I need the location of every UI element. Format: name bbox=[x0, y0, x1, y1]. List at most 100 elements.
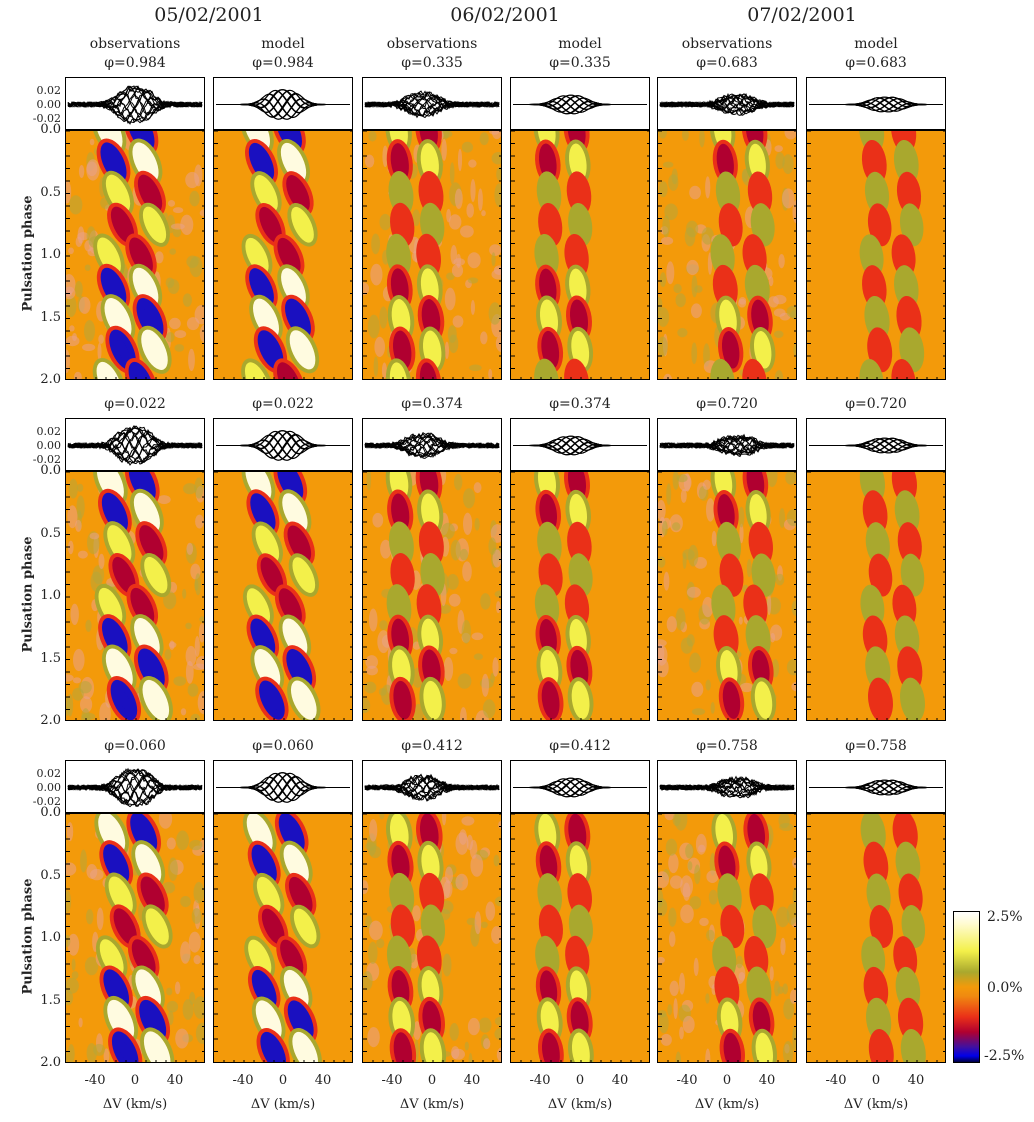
pulsation-feature bbox=[720, 525, 738, 562]
pulsation-feature bbox=[568, 143, 587, 182]
profile-tick-label: -0.02 bbox=[32, 112, 61, 125]
feature-core bbox=[139, 277, 152, 298]
noise-blob bbox=[199, 324, 204, 343]
noise-blob bbox=[444, 287, 456, 311]
pulsation-feature bbox=[904, 557, 921, 593]
pulsation-feature bbox=[422, 525, 440, 563]
line-profile-panel bbox=[806, 418, 946, 471]
x-axis-label: ΔV (km/s) bbox=[399, 1097, 465, 1112]
pulsation-feature bbox=[391, 493, 410, 532]
pulsation-feature bbox=[145, 908, 169, 945]
line-profile-panel bbox=[657, 77, 797, 130]
pulsation-feature bbox=[719, 299, 737, 338]
profile-tick-label: -0.02 bbox=[32, 453, 61, 466]
noise-blob bbox=[78, 296, 91, 314]
y-tick-label: 1.5 bbox=[40, 992, 61, 1008]
noise-blob bbox=[449, 1023, 459, 1041]
line-profile-panel bbox=[510, 418, 650, 471]
profile-curve bbox=[67, 769, 203, 799]
noise-blob bbox=[662, 215, 670, 238]
pulsation-feature bbox=[571, 877, 589, 914]
colorbar bbox=[953, 911, 980, 1063]
pulsation-feature bbox=[569, 845, 588, 883]
noise-blob bbox=[168, 857, 178, 881]
pulsation-feature bbox=[747, 814, 766, 852]
pulsation-feature bbox=[715, 588, 732, 625]
noise-blob bbox=[705, 993, 710, 1004]
noise-blob bbox=[368, 608, 378, 632]
noise-blob bbox=[493, 265, 501, 275]
pulsation-feature bbox=[871, 681, 890, 719]
residual-heatmap bbox=[510, 471, 650, 721]
feature-core bbox=[107, 277, 120, 298]
noise-blob bbox=[72, 333, 77, 341]
noise-blob bbox=[782, 1041, 794, 1062]
feature-core bbox=[291, 308, 305, 329]
noise-blob bbox=[689, 185, 701, 200]
noise-blob bbox=[451, 1046, 460, 1059]
residual-heatmap bbox=[213, 130, 353, 380]
pulsation-feature bbox=[749, 494, 767, 532]
line-profile-panel bbox=[510, 760, 650, 813]
pulsation-feature bbox=[746, 472, 765, 501]
pulsation-feature bbox=[872, 557, 889, 593]
pulsation-feature bbox=[419, 362, 438, 379]
noise-blob bbox=[666, 483, 672, 505]
noise-blob bbox=[791, 682, 796, 692]
pulsation-feature bbox=[568, 362, 586, 379]
noise-blob bbox=[364, 681, 377, 694]
noise-blob bbox=[480, 331, 488, 345]
noise-blob bbox=[447, 325, 457, 343]
noise-blob bbox=[658, 307, 670, 327]
pulsation-feature bbox=[541, 877, 559, 914]
pulsation-feature bbox=[904, 1033, 922, 1062]
residual-heatmap bbox=[510, 130, 650, 380]
noise-blob bbox=[668, 174, 679, 191]
noise-blob bbox=[441, 138, 447, 161]
noise-blob bbox=[194, 305, 204, 325]
noise-blob bbox=[470, 854, 484, 877]
noise-blob bbox=[412, 905, 421, 922]
pulsation-feature bbox=[863, 472, 882, 500]
noise-blob bbox=[92, 565, 105, 585]
noise-blob bbox=[738, 972, 745, 981]
pulsation-feature bbox=[900, 175, 918, 212]
noise-blob bbox=[702, 479, 711, 490]
noise-blob bbox=[738, 506, 745, 528]
pulsation-feature bbox=[900, 299, 918, 338]
noise-blob bbox=[363, 282, 370, 296]
x-tick-label: -40 bbox=[676, 1073, 698, 1088]
pulsation-feature bbox=[424, 557, 441, 594]
pulsation-feature bbox=[722, 681, 741, 719]
noise-blob bbox=[679, 1026, 684, 1040]
pulsation-feature bbox=[867, 845, 885, 883]
pulsation-feature bbox=[569, 493, 588, 532]
noise-blob bbox=[379, 620, 388, 631]
profile-curve bbox=[364, 432, 500, 454]
noise-blob bbox=[172, 228, 182, 238]
pulsation-feature bbox=[423, 876, 441, 914]
feature-core bbox=[252, 472, 265, 492]
profile-curve bbox=[67, 768, 203, 794]
pulsation-feature bbox=[897, 940, 914, 976]
noise-blob bbox=[193, 955, 201, 965]
pulsation-feature bbox=[749, 619, 767, 657]
noise-blob bbox=[461, 816, 475, 826]
noise-blob bbox=[450, 245, 458, 265]
panel-kind-label: observations bbox=[386, 36, 478, 52]
pulsation-feature bbox=[393, 876, 411, 914]
panel-phase-label: φ=0.984 bbox=[252, 55, 314, 71]
feature-core bbox=[150, 1041, 164, 1062]
noise-blob bbox=[364, 154, 375, 168]
pulsation-feature bbox=[752, 1001, 771, 1040]
pulsation-feature bbox=[421, 844, 440, 884]
noise-blob bbox=[85, 619, 92, 632]
y-tick-label: 1.5 bbox=[40, 650, 61, 666]
noise-blob bbox=[467, 277, 479, 284]
noise-blob bbox=[363, 971, 373, 991]
noise-blob bbox=[166, 987, 173, 996]
noise-blob bbox=[68, 540, 74, 555]
noise-blob bbox=[491, 252, 496, 267]
noise-blob bbox=[477, 188, 483, 211]
pulsation-feature bbox=[389, 362, 408, 379]
